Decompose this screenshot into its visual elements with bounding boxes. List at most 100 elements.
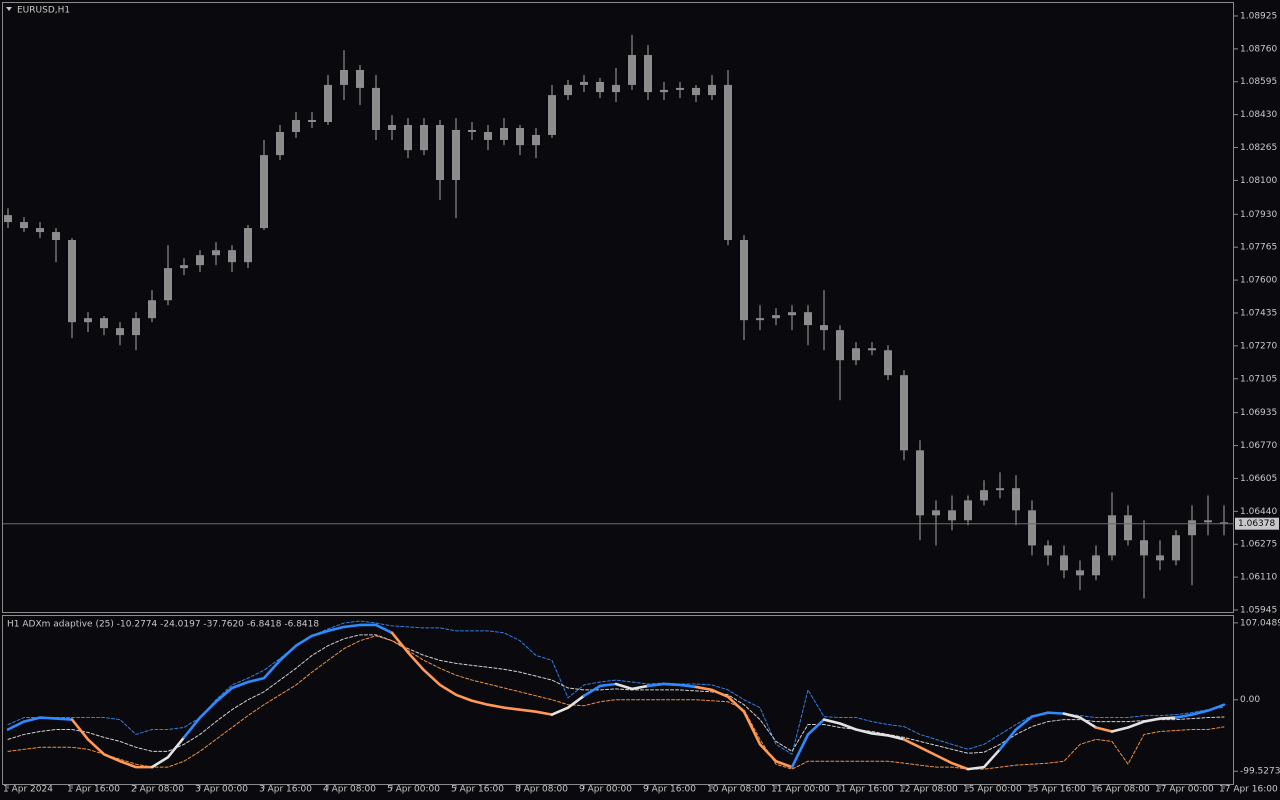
candle-body — [132, 318, 140, 336]
candle-body — [1188, 520, 1196, 536]
candle-body — [340, 69, 348, 85]
candle-body — [1172, 535, 1180, 561]
candle-body — [244, 228, 252, 263]
y-tick-label: 1.07105 — [1240, 374, 1277, 384]
y-tick-label: 0.00 — [1240, 695, 1260, 705]
y-tick-label: 1.07765 — [1240, 243, 1277, 253]
candle-body — [484, 131, 492, 140]
x-tick-label: 4 Apr 08:00 — [323, 785, 376, 795]
y-tick-label: 1.06770 — [1240, 441, 1277, 451]
y-tick-label: 1.06605 — [1240, 474, 1277, 484]
x-tick-label: 15 Apr 00:00 — [963, 785, 1022, 795]
symbol-title: EURUSD,H1 — [17, 6, 70, 16]
candle-body — [276, 131, 284, 156]
x-tick-label: 9 Apr 00:00 — [579, 785, 632, 795]
candle-body — [324, 84, 332, 123]
indicator-main-line — [70, 718, 154, 769]
indicator-main-line — [646, 682, 698, 689]
candle-body — [52, 232, 60, 241]
candle-body — [884, 350, 892, 376]
indicator-main-line — [582, 682, 618, 698]
candle-body — [1012, 488, 1020, 511]
x-tick-label: 12 Apr 08:00 — [899, 785, 958, 795]
candle-body — [420, 124, 428, 151]
candle-body — [100, 318, 108, 329]
candle-body — [1044, 545, 1052, 556]
y-tick-label: 1.08595 — [1240, 77, 1277, 87]
x-tick-label: 3 Apr 16:00 — [259, 785, 312, 795]
candle-body — [1220, 522, 1228, 524]
candle-body — [964, 500, 972, 521]
price-panel — [2, 2, 1234, 613]
x-tick-label: 16 Apr 08:00 — [1091, 785, 1150, 795]
candle-body — [1156, 555, 1164, 561]
candle-body — [836, 330, 844, 361]
candle-body — [180, 265, 188, 269]
candle-body — [1204, 520, 1212, 523]
candle-body — [388, 124, 396, 130]
y-tick-label: 1.07930 — [1240, 210, 1277, 220]
x-tick-label: 17 Apr 00:00 — [1155, 785, 1214, 795]
symbol-menu-arrow[interactable] — [6, 7, 12, 11]
candle-body — [820, 325, 828, 331]
indicator-main-line — [822, 718, 906, 741]
candle-body — [948, 510, 956, 521]
indicator-main-line — [150, 736, 186, 769]
indicator-dashed-line — [7, 634, 1225, 754]
candle-body — [372, 87, 380, 130]
current-price-box — [1235, 517, 1279, 530]
candle-body — [804, 312, 812, 326]
y-tick-label: 107.0489 — [1240, 618, 1280, 628]
y-tick-label: 1.07270 — [1240, 341, 1277, 351]
x-tick-label: 1 Apr 16:00 — [67, 785, 120, 795]
y-tick-label: 1.08100 — [1240, 176, 1277, 186]
candle-body — [692, 87, 700, 96]
candle-body — [292, 120, 300, 132]
candle-body — [308, 120, 316, 123]
candle-body — [468, 129, 476, 132]
y-tick-label: 1.06440 — [1240, 507, 1277, 517]
candle-body — [116, 328, 124, 336]
candle-body — [868, 348, 876, 351]
x-tick-label: 15 Apr 16:00 — [1027, 785, 1086, 795]
candle-body — [996, 488, 1004, 491]
candle-body — [228, 250, 236, 263]
indicator-main-line — [1062, 712, 1098, 729]
x-tick-label: 17 Apr 16:00 — [1219, 785, 1278, 795]
y-tick-label: 1.07600 — [1240, 276, 1277, 286]
candle-body — [1092, 555, 1100, 576]
candle-body — [84, 318, 92, 323]
indicator-main-line — [614, 682, 650, 691]
indicator-main-line — [550, 694, 586, 716]
candle-body — [628, 55, 636, 85]
indicator-dashed-line — [7, 635, 1225, 770]
indicator-main-line — [1174, 703, 1226, 719]
candle-body — [1028, 510, 1036, 546]
candle-body — [756, 318, 764, 321]
indicator-main-line — [694, 685, 794, 769]
candle-body — [1076, 570, 1084, 576]
indicator-main-line — [6, 716, 74, 731]
indicator-main-line — [1110, 716, 1178, 733]
candle-body — [740, 240, 748, 321]
y-tick-label: 1.08760 — [1240, 44, 1277, 54]
y-tick-label: -99.5273 — [1240, 767, 1280, 777]
x-tick-label: 8 Apr 08:00 — [515, 785, 568, 795]
candle-body — [516, 127, 524, 146]
candle-body — [148, 300, 156, 319]
indicator-main-line — [390, 631, 554, 716]
indicator-main-line — [966, 748, 1002, 771]
indicator-main-line — [998, 711, 1066, 751]
candle-body — [932, 510, 940, 516]
candle-body — [1124, 515, 1132, 541]
y-tick-label: 1.08265 — [1240, 143, 1277, 153]
x-tick-label: 11 Apr 00:00 — [771, 785, 830, 795]
candle-body — [612, 84, 620, 93]
indicator-main-line — [182, 623, 394, 739]
y-tick-label: 1.08430 — [1240, 110, 1277, 120]
x-tick-label: 5 Apr 00:00 — [387, 785, 440, 795]
candle-body — [452, 129, 460, 181]
candle-body — [724, 84, 732, 241]
